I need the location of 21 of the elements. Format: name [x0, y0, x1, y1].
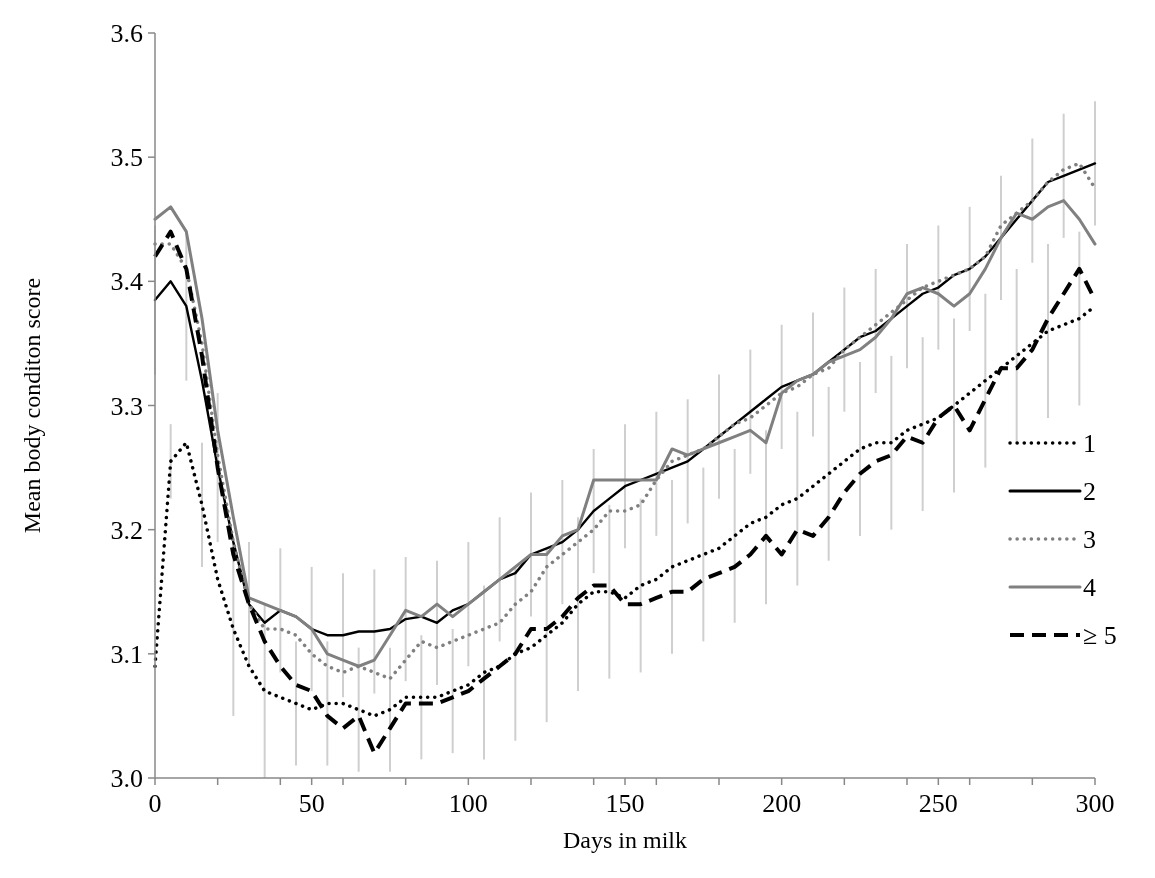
- x-tick-label: 300: [1075, 789, 1115, 818]
- y-tick-label: 3.3: [110, 391, 143, 421]
- x-tick-label: 0: [148, 789, 162, 818]
- legend-label: 1: [1083, 429, 1096, 458]
- legend-label: 3: [1083, 525, 1096, 554]
- x-tick-label: 250: [918, 789, 958, 818]
- x-axis-title: Days in milk: [563, 827, 687, 853]
- y-tick-label: 3.0: [110, 764, 143, 793]
- x-tick-label: 200: [762, 789, 802, 818]
- legend-label: 4: [1083, 573, 1096, 602]
- legend-label: ≥ 5: [1083, 621, 1117, 650]
- legend-label: 2: [1083, 477, 1096, 506]
- y-tick-label: 3.6: [110, 19, 143, 48]
- y-tick-label: 3.1: [110, 639, 143, 669]
- y-tick-label: 3.5: [110, 143, 143, 173]
- y-tick-label: 3.4: [110, 267, 143, 297]
- x-tick-label: 50: [298, 789, 325, 818]
- y-axis-title: Mean body conditon score: [19, 277, 45, 534]
- y-tick-label: 3.2: [110, 515, 143, 545]
- x-tick-label: 100: [448, 789, 488, 818]
- x-tick-label: 150: [605, 789, 645, 818]
